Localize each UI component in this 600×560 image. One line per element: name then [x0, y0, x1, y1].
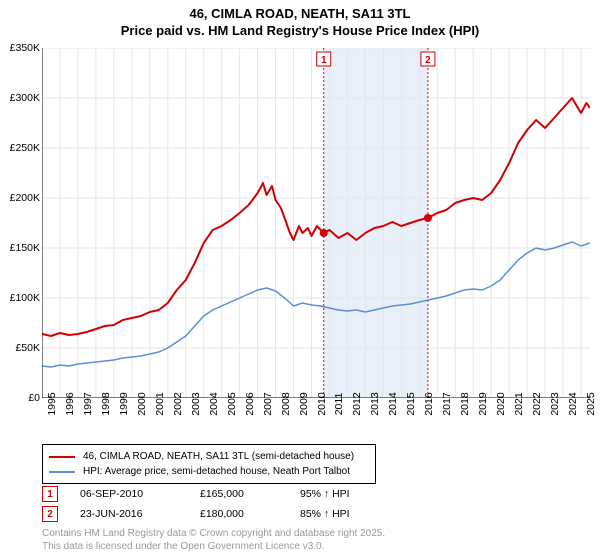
- x-tick-label: 2022: [531, 392, 543, 415]
- y-tick-label: £250K: [10, 142, 40, 154]
- title-line-1: 46, CIMLA ROAD, NEATH, SA11 3TL: [189, 6, 410, 21]
- legend-item: 46, CIMLA ROAD, NEATH, SA11 3TL (semi-de…: [49, 449, 369, 464]
- y-tick-label: £200K: [10, 192, 40, 204]
- x-tick-label: 1999: [118, 392, 130, 415]
- legend-item: HPI: Average price, semi-detached house,…: [49, 464, 369, 479]
- sale-pct: 95% ↑ HPI: [300, 488, 400, 500]
- sale-points-table: 1 06-SEP-2010£165,00095% ↑ HPI 2 23-JUN-201…: [42, 484, 400, 524]
- sale-date: 06-SEP-2010: [80, 488, 200, 500]
- x-tick-label: 2012: [351, 392, 363, 415]
- y-tick-label: £350K: [10, 42, 40, 54]
- legend: 46, CIMLA ROAD, NEATH, SA11 3TL (semi-de…: [42, 444, 376, 484]
- sale-price: £180,000: [200, 508, 300, 520]
- attribution-line-1: Contains HM Land Registry data © Crown c…: [42, 528, 385, 539]
- x-tick-label: 2021: [513, 392, 525, 415]
- x-tick-label: 2003: [190, 392, 202, 415]
- sale-price: £165,000: [200, 488, 300, 500]
- sale-marker: 1: [42, 486, 58, 502]
- y-tick-label: £0: [28, 392, 40, 404]
- x-tick-label: 2024: [567, 392, 579, 415]
- sale-pct: 85% ↑ HPI: [300, 508, 400, 520]
- attribution: Contains HM Land Registry data © Crown c…: [42, 528, 385, 553]
- x-tick-label: 2010: [316, 392, 328, 415]
- x-tick-label: 2006: [244, 392, 256, 415]
- chart-title: 46, CIMLA ROAD, NEATH, SA11 3TL Price pa…: [0, 0, 600, 40]
- title-line-2: Price paid vs. HM Land Registry's House …: [121, 23, 480, 38]
- x-tick-label: 2004: [208, 392, 220, 415]
- x-tick-label: 1995: [46, 392, 58, 415]
- y-tick-label: £300K: [10, 92, 40, 104]
- svg-text:2: 2: [425, 55, 431, 66]
- x-tick-label: 2017: [441, 392, 453, 415]
- x-tick-label: 2013: [369, 392, 381, 415]
- x-tick-label: 2020: [495, 392, 507, 415]
- x-tick-label: 2001: [154, 392, 166, 415]
- legend-label: 46, CIMLA ROAD, NEATH, SA11 3TL (semi-de…: [83, 449, 354, 464]
- x-tick-label: 1996: [64, 392, 76, 415]
- x-tick-label: 1998: [100, 392, 112, 415]
- x-tick-label: 2000: [136, 392, 148, 415]
- y-tick-label: £100K: [10, 292, 40, 304]
- x-tick-label: 2002: [172, 392, 184, 415]
- x-tick-label: 1997: [82, 392, 94, 415]
- sale-row: 1 06-SEP-2010£165,00095% ↑ HPI: [42, 484, 400, 504]
- x-tick-label: 2014: [387, 392, 399, 415]
- chart-container: 46, CIMLA ROAD, NEATH, SA11 3TL Price pa…: [0, 0, 600, 560]
- x-tick-label: 2015: [405, 392, 417, 415]
- x-tick-label: 2025: [585, 392, 597, 415]
- x-tick-label: 2009: [298, 392, 310, 415]
- attribution-line-2: This data is licensed under the Open Gov…: [42, 541, 324, 552]
- x-tick-label: 2011: [333, 393, 345, 416]
- legend-swatch: [49, 456, 75, 458]
- legend-swatch: [49, 471, 75, 473]
- x-tick-label: 2008: [280, 392, 292, 415]
- y-tick-label: £50K: [15, 342, 40, 354]
- price-chart: 12: [42, 48, 590, 398]
- x-tick-label: 2005: [226, 392, 238, 415]
- y-tick-label: £150K: [10, 242, 40, 254]
- x-tick-label: 2018: [459, 392, 471, 415]
- sale-row: 2 23-JUN-2016£180,00085% ↑ HPI: [42, 504, 400, 524]
- legend-label: HPI: Average price, semi-detached house,…: [83, 464, 350, 479]
- sale-marker: 2: [42, 506, 58, 522]
- sale-date: 23-JUN-2016: [80, 508, 200, 520]
- svg-text:1: 1: [321, 55, 327, 66]
- x-tick-label: 2007: [262, 392, 274, 415]
- x-tick-label: 2023: [549, 392, 561, 415]
- x-tick-label: 2016: [423, 392, 435, 415]
- x-tick-label: 2019: [477, 392, 489, 415]
